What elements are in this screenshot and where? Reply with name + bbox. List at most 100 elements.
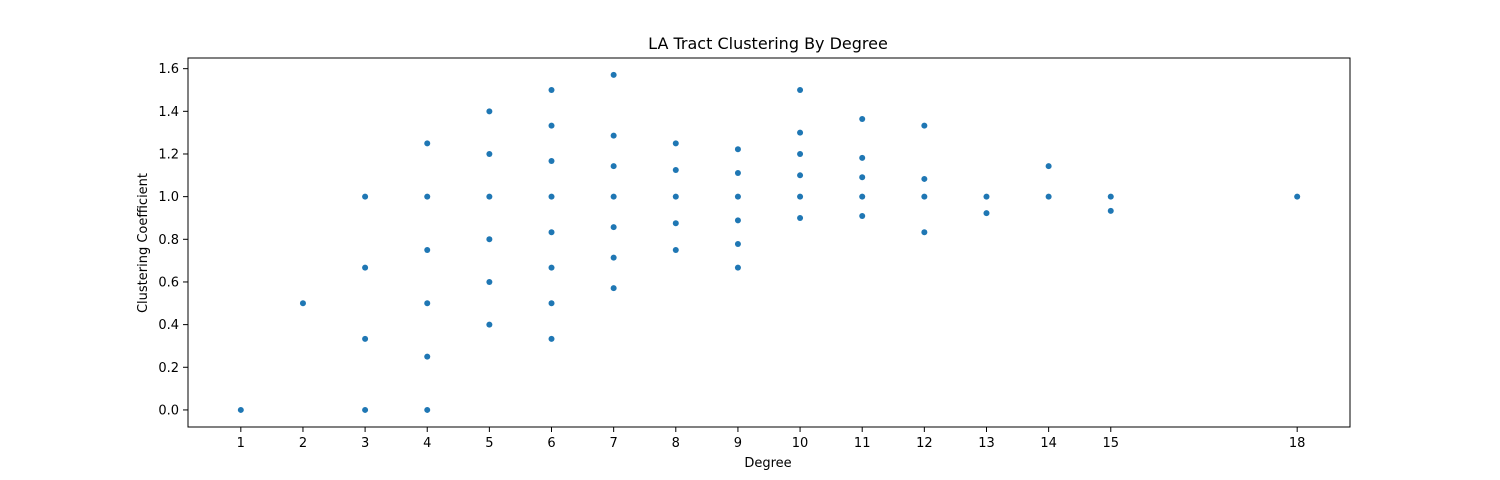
data-point [362,406,369,413]
data-point [424,353,431,360]
y-tick-label: 0.8 [158,233,179,248]
y-axis-label: Clustering Coefficient [136,173,151,313]
x-tick-label: 9 [734,436,742,451]
data-point [734,240,741,247]
data-point [797,129,804,136]
data-point [299,300,306,307]
data-point [610,132,617,139]
data-point [734,169,741,176]
y-axis: 0.0 0.2 0.4 0.6 0.8 1.0 1.2 1.4 1.6 [158,62,188,418]
data-point [734,217,741,224]
chart-title: LA Tract Clustering By Degree [648,34,888,53]
y-tick-label: 0.6 [158,275,179,290]
data-point [424,300,431,307]
data-point [610,163,617,170]
plot-area [187,57,1351,428]
x-tick-label: 15 [1102,436,1119,451]
data-point [362,193,369,200]
data-point [734,193,741,200]
data-point [548,193,555,200]
data-point [1107,207,1114,214]
data-point [486,150,493,157]
data-point [1045,193,1052,200]
data-point [424,406,431,413]
y-tick-label: 1.0 [158,190,179,205]
x-tick-label: 10 [792,436,809,451]
y-tick-label: 1.2 [158,147,179,162]
data-point [672,140,679,147]
data-point [672,246,679,253]
data-point [983,193,990,200]
data-point [797,172,804,179]
data-point [797,193,804,200]
data-point [921,229,928,236]
data-point [859,154,866,161]
x-tick-label: 14 [1040,436,1057,451]
x-tick-label: 12 [916,436,933,451]
data-point [548,335,555,342]
x-axis-label: Degree [744,456,791,471]
x-tick-label: 6 [547,436,555,451]
data-point [548,86,555,93]
x-tick-label: 3 [361,436,369,451]
y-tick-label: 0.2 [158,361,179,376]
x-tick-label: 7 [610,436,618,451]
data-point [486,108,493,115]
data-point [983,210,990,217]
data-point [672,193,679,200]
data-point [424,246,431,253]
plot-frame [187,57,1351,428]
x-tick-label: 1 [237,436,245,451]
x-tick-label: 2 [299,436,307,451]
data-point [424,140,431,147]
x-tick-label: 13 [978,436,995,451]
data-point [610,254,617,261]
data-point [797,86,804,93]
data-point [921,122,928,129]
x-tick-label: 4 [423,436,431,451]
data-point [548,229,555,236]
data-point [548,122,555,129]
data-point [237,406,244,413]
data-point [1294,193,1301,200]
data-point [859,116,866,122]
y-tick-label: 1.4 [158,105,179,120]
y-tick-label: 0.0 [158,403,179,418]
x-tick-label: 5 [485,436,493,451]
x-tick-label: 8 [672,436,680,451]
data-point [486,321,493,328]
data-point [859,193,866,200]
y-tick-label: 1.6 [158,62,179,77]
data-point [548,264,555,271]
data-point [362,335,369,342]
data-point [610,71,617,78]
data-point [859,174,866,181]
data-points [237,71,1301,413]
data-point [486,236,493,243]
x-tick-label: 11 [854,436,871,451]
data-point [610,193,617,200]
data-point [734,146,741,153]
data-point [486,278,493,285]
data-point [362,264,369,271]
data-point [610,285,617,292]
data-point [672,220,679,227]
y-tick-label: 0.4 [158,318,179,333]
data-point [797,214,804,221]
data-point [921,193,928,200]
data-point [424,193,431,200]
data-point [797,150,804,157]
data-point [672,166,679,173]
x-axis: 1 2 3 4 5 6 7 8 9 10 11 12 13 14 15 18 [237,427,1306,451]
data-point [548,300,555,307]
data-point [921,175,928,182]
data-point [548,158,555,165]
data-point [734,264,741,271]
data-point [1045,163,1052,170]
data-point [610,224,617,231]
data-point [486,193,493,200]
x-tick-label: 18 [1289,436,1306,451]
data-point [859,213,866,220]
